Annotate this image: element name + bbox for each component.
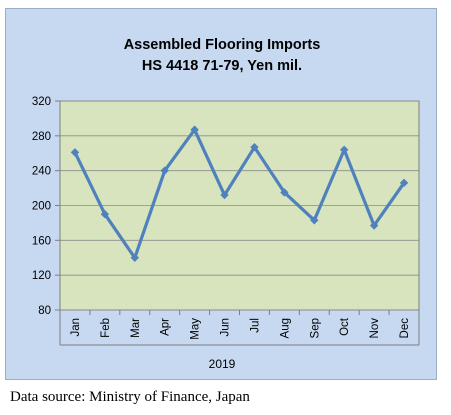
- chart-subtitle: HS 4418 71-79, Yen mil.: [142, 58, 302, 74]
- data-point: [399, 178, 409, 188]
- x-tick-label: Jul: [249, 318, 261, 333]
- x-tick-label: Jan: [70, 318, 82, 337]
- chart-title: Assembled Flooring Imports: [124, 37, 321, 53]
- data-point: [280, 188, 289, 197]
- data-point: [100, 210, 110, 219]
- y-tick-label: 280: [32, 131, 51, 143]
- series-line: [73, 128, 406, 260]
- data-point: [220, 190, 229, 200]
- x-tick-label: Feb: [100, 318, 112, 338]
- x-tick-label: May: [190, 318, 202, 340]
- x-tick-label: Aug: [279, 318, 291, 338]
- y-tick-label: 320: [32, 96, 51, 108]
- y-tick-label: 120: [32, 270, 51, 282]
- x-tick-label: Apr: [160, 318, 172, 336]
- data-point: [190, 125, 199, 134]
- chart-frame: Assembled Flooring Imports HS 4418 71-79…: [5, 8, 437, 380]
- data-point: [340, 145, 349, 154]
- x-group-label: 2019: [209, 357, 236, 371]
- data-point: [369, 221, 379, 230]
- x-tick-label: Dec: [399, 318, 411, 339]
- x-tick-label: Jun: [220, 318, 232, 337]
- data-point: [250, 142, 259, 152]
- data-point: [70, 148, 80, 157]
- data-point: [160, 166, 169, 175]
- y-tick-label: 80: [38, 305, 51, 317]
- x-tick-label: Nov: [369, 318, 381, 339]
- data-point: [310, 216, 319, 225]
- x-tick-label: Mar: [130, 318, 142, 338]
- x-tick-label: Sep: [309, 318, 321, 338]
- y-tick-label: 200: [32, 201, 51, 213]
- data-point: [130, 253, 139, 262]
- y-tick-label: 160: [32, 235, 51, 247]
- x-tick-label: Oct: [339, 317, 351, 336]
- data-source-note: Data source: Ministry of Finance, Japan: [10, 389, 250, 405]
- line-chart: Assembled Flooring Imports HS 4418 71-79…: [32, 37, 420, 371]
- y-tick-label: 240: [32, 166, 51, 178]
- plot-area: 80 120 160 200 240 280 320 Jan Feb Mar Apr May Jun Ju…: [32, 96, 420, 346]
